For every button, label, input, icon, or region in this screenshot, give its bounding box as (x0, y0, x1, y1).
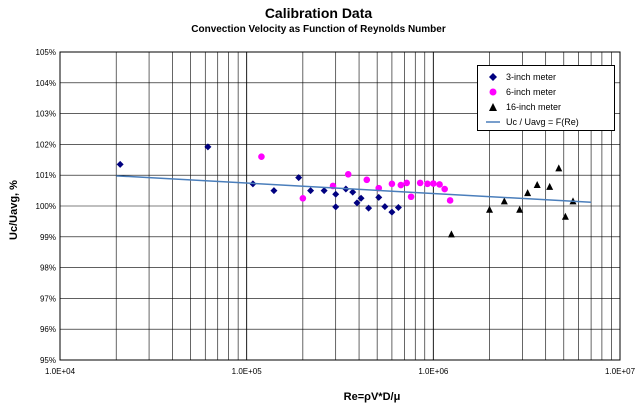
y-tick-label: 103% (36, 110, 56, 119)
data-point-3-inch (375, 193, 383, 201)
data-point-6-inch (403, 179, 411, 187)
data-point-16-inch (486, 205, 494, 213)
y-tick-label: 96% (40, 325, 56, 334)
y-tick-label: 104% (36, 79, 56, 88)
y-axis-title: Uc/Uavg, % (8, 180, 20, 240)
chart-subtitle: Convection Velocity as Function of Reyno… (191, 24, 446, 35)
data-point-3-inch (357, 194, 365, 202)
data-point-3-inch (349, 188, 357, 196)
data-point-3-inch (320, 187, 328, 195)
data-point-6-inch (416, 179, 424, 187)
data-point-3-inch (270, 187, 278, 195)
data-point-6-inch (397, 181, 405, 189)
data-point-3-inch (332, 190, 340, 198)
data-point-16-inch (516, 205, 524, 213)
circle-marker-icon (486, 87, 500, 97)
x-tick-label: 1.0E+05 (232, 367, 263, 376)
data-point-16-inch (561, 212, 569, 220)
data-point-3-inch (381, 203, 389, 211)
x-tick-label: 1.0E+04 (45, 367, 76, 376)
data-point-6-inch (299, 195, 307, 202)
y-tick-label: 100% (36, 202, 56, 211)
data-point-16-inch (524, 189, 532, 197)
data-point-16-inch (447, 230, 455, 238)
x-tick-label: 1.0E+06 (418, 367, 449, 376)
y-tick-label: 97% (40, 294, 56, 303)
data-point-6-inch (344, 170, 352, 178)
legend-label: 16-inch meter (506, 102, 562, 112)
y-tick-label: 101% (36, 171, 56, 180)
data-point-3-inch (307, 187, 315, 195)
data-point-6-inch (363, 176, 371, 184)
diamond-marker-icon (486, 72, 500, 82)
x-tick-label: 1.0E+07 (605, 367, 636, 376)
data-point-3-inch (332, 203, 340, 211)
data-point-3-inch (388, 208, 396, 216)
data-point-6-inch (258, 153, 265, 161)
y-tick-label: 105% (36, 48, 56, 57)
data-point-16-inch (555, 164, 563, 172)
triangle-marker-icon (486, 102, 500, 112)
fit-line (116, 175, 592, 204)
data-point-16-inch (500, 197, 508, 205)
data-point-3-inch (116, 160, 124, 168)
legend: 3-inch meter 6-inch meter 16-inch meter … (477, 65, 615, 131)
data-point-6-inch (441, 185, 448, 193)
data-point-6-inch (424, 180, 431, 188)
y-tick-label: 95% (40, 356, 56, 365)
data-point-16-inch (533, 181, 541, 189)
legend-item-6-inch: 6-inch meter (486, 85, 556, 99)
plot-border (59, 51, 621, 361)
data-point-3-inch (365, 204, 373, 212)
legend-item-3-inch: 3-inch meter (486, 70, 556, 84)
data-point-6-inch (446, 197, 454, 204)
data-point-6-inch (388, 180, 396, 188)
line-marker-icon (486, 117, 500, 127)
legend-item-16-inch: 16-inch meter (486, 100, 561, 114)
data-point-6-inch (430, 180, 437, 187)
y-tick-label: 99% (40, 233, 56, 242)
legend-label: Uc / Uavg = F(Re) (506, 117, 579, 127)
data-point-6-inch (407, 193, 415, 201)
data-point-16-inch (546, 182, 554, 190)
y-tick-label: 98% (40, 264, 56, 273)
data-point-3-inch (204, 143, 212, 151)
y-tick-label: 102% (36, 140, 56, 149)
x-axis-title: Re=ρV*D/μ (343, 391, 401, 403)
data-point-3-inch (353, 199, 361, 207)
data-point-3-inch (295, 174, 303, 182)
data-point-6-inch (436, 181, 443, 188)
legend-label: 6-inch meter (506, 87, 557, 97)
data-point-3-inch (394, 204, 402, 212)
chart-title: Calibration Data (264, 5, 373, 21)
legend-label: 3-inch meter (506, 72, 557, 82)
legend-item-fit-line: Uc / Uavg = F(Re) (486, 115, 579, 129)
